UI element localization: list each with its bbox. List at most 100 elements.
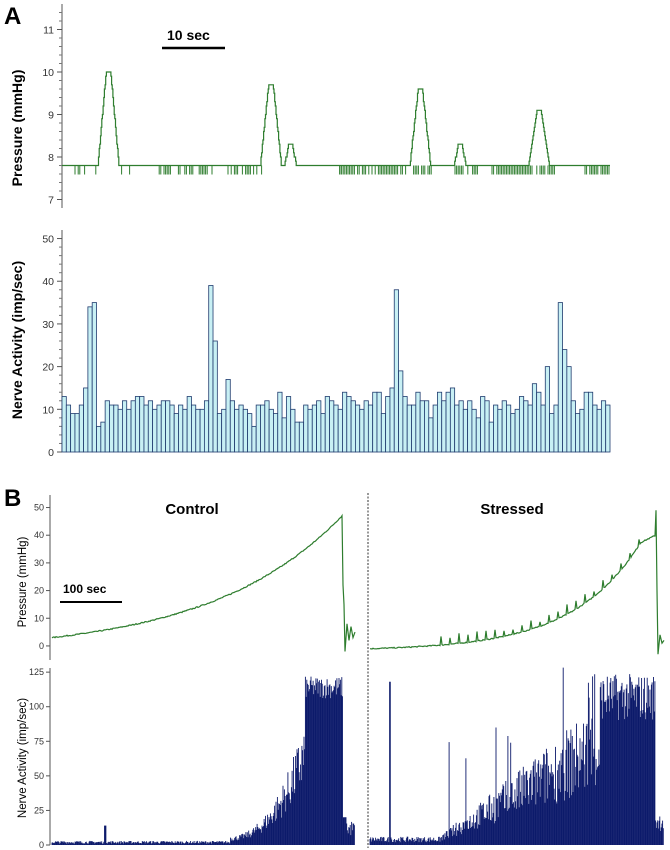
a-nerve-bar (182, 408, 188, 453)
a-nerve-bar (605, 404, 611, 453)
a-nerve-bar (350, 400, 356, 453)
a-nerve-bar (346, 396, 352, 453)
a-nerve-bar (212, 340, 218, 453)
b-pressure-control-line (51, 513, 356, 652)
a-nerve-bar (393, 289, 399, 453)
a-nerve-bar (186, 396, 192, 453)
a-pressure-ytick-label: 9 (48, 110, 54, 122)
b-nerve-ytick-label: 50 (34, 771, 44, 781)
a-nerve-bar (169, 404, 175, 453)
a-nerve-bar (247, 413, 253, 453)
a-nerve-bar (398, 370, 404, 453)
a-nerve-bar (385, 396, 391, 453)
a-nerve-bar (303, 404, 309, 453)
b-pressure-ytick-label: 30 (34, 558, 44, 568)
panel-a-nerve-chart: Nerve Activity (imp/sec) 0 10 20 30 40 50 (9, 230, 611, 459)
a-nerve-bar (83, 387, 89, 453)
a-nerve-bar (251, 425, 257, 453)
a-nerve-bar (191, 404, 197, 453)
b-pressure-ylabel: Pressure (mmHg) (17, 536, 29, 627)
b-pressure-ytick-label: 0 (39, 641, 44, 651)
a-nerve-bar (255, 404, 261, 453)
a-nerve-bar (178, 404, 184, 453)
a-nerve-bar (329, 400, 335, 453)
a-nerve-bar (536, 391, 542, 453)
a-nerve-bar (225, 379, 231, 453)
panel-a-pressure-chart: Pressure (mmHg) 7 8 9 10 11 10 sec (9, 4, 610, 208)
a-nerve-bar (562, 349, 568, 453)
a-nerve-bar (117, 408, 123, 453)
a-nerve-bar (583, 391, 589, 453)
a-nerve-bar (462, 408, 469, 453)
a-nerve-bar (488, 421, 494, 453)
b-nerve-ylabel: Nerve Activity (imp/sec) (17, 698, 29, 818)
a-nerve-bar (316, 400, 322, 453)
a-nerve-bar (234, 408, 240, 453)
a-nerve-bar (273, 413, 279, 453)
a-nerve-bar (126, 408, 132, 453)
a-nerve-bar (208, 285, 214, 453)
b-pressure-ytick-label: 40 (34, 530, 44, 540)
a-nerve-bar (514, 408, 520, 453)
b-nerve-ytick-label: 100 (29, 702, 44, 712)
a-nerve-bar (320, 413, 326, 453)
a-nerve-bar (143, 404, 149, 453)
a-nerve-bar (109, 404, 115, 453)
b-pressure-ytick-label: 50 (34, 503, 44, 513)
a-nerve-bar (406, 404, 412, 453)
a-nerve-bar (570, 400, 576, 453)
a-nerve-bar (195, 408, 201, 453)
b-nerve-ytick-label: 0 (39, 840, 44, 850)
a-nerve-bar (600, 400, 607, 453)
a-nerve-bar (441, 400, 447, 453)
a-nerve-bar (91, 302, 97, 453)
a-nerve-bar (436, 391, 443, 453)
a-nerve-bar (290, 408, 296, 453)
a-nerve-bar (575, 413, 581, 453)
a-pressure-line (62, 71, 610, 167)
a-nerve-bar (307, 408, 313, 453)
a-nerve-bar (216, 413, 223, 453)
a-nerve-bar (553, 404, 559, 453)
b-scale-bar-label: 100 sec (63, 582, 107, 596)
a-nerve-ytick-label: 50 (42, 234, 54, 246)
a-nerve-ytick-label: 40 (42, 276, 54, 288)
a-nerve-bar (87, 306, 93, 453)
a-nerve-ytick-label: 0 (48, 447, 54, 459)
a-nerve-bar (579, 408, 585, 453)
a-nerve-bar (428, 417, 434, 453)
a-nerve-bar (544, 366, 550, 453)
a-pressure-ytick-label: 8 (48, 152, 54, 164)
a-nerve-bar (501, 400, 507, 453)
a-nerve-bar (134, 396, 141, 453)
a-nerve-bar (130, 400, 136, 453)
a-nerve-ytick-label: 30 (42, 319, 54, 331)
a-nerve-bar (471, 408, 477, 453)
a-nerve-bar (298, 421, 305, 453)
a-nerve-bar (337, 408, 343, 453)
b-title-stressed: Stressed (480, 501, 543, 518)
a-nerve-bar (531, 383, 538, 453)
a-nerve-bar (203, 400, 210, 453)
b-nerve-ytick-label: 75 (34, 736, 44, 746)
a-nerve-bar (557, 302, 563, 453)
a-nerve-bar (449, 387, 456, 453)
a-nerve-bar (411, 404, 417, 453)
a-nerve-ytick-label: 20 (42, 362, 54, 374)
a-nerve-bar (160, 400, 166, 453)
a-nerve-bar (596, 408, 602, 453)
a-pressure-ytick-label: 11 (43, 25, 54, 37)
a-nerve-bar (363, 400, 369, 453)
a-nerve-bar (389, 387, 395, 453)
a-nerve-bar (419, 400, 425, 453)
a-nerve-bar (497, 408, 503, 453)
b-pressure-ytick-label: 10 (34, 613, 44, 623)
a-nerve-bar (65, 404, 72, 453)
a-nerve-bar (74, 413, 80, 453)
a-nerve-bar (527, 404, 533, 453)
a-nerve-bar (493, 404, 499, 453)
a-nerve-bar (96, 425, 102, 453)
a-nerve-bar (506, 404, 512, 453)
b-pressure-stressed-line (369, 510, 665, 655)
